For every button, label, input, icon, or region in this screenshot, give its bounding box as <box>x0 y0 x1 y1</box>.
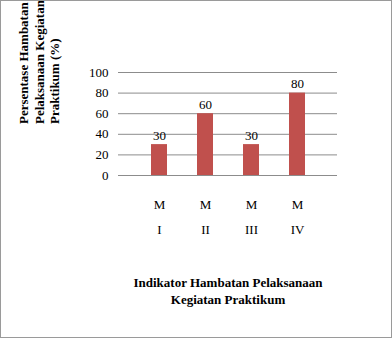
svg-text:MI: MI <box>154 197 166 237</box>
svg-text:40: 40 <box>96 126 109 141</box>
svg-text:30: 30 <box>153 128 166 143</box>
svg-text:MIII: MIII <box>245 197 258 237</box>
svg-text:20: 20 <box>96 147 109 162</box>
svg-text:Indikator Hambatan Pelaksanaan: Indikator Hambatan PelaksanaanKegiatan P… <box>133 275 323 306</box>
svg-text:MII: MII <box>200 197 212 237</box>
svg-text:0: 0 <box>102 168 109 183</box>
svg-text:Persentase HambatanPelaksanaan: Persentase HambatanPelaksanaan KegiatanP… <box>16 0 62 124</box>
svg-text:80: 80 <box>96 85 109 100</box>
svg-text:80: 80 <box>291 76 304 91</box>
svg-text:MIV: MIV <box>291 197 305 237</box>
svg-text:30: 30 <box>245 128 258 143</box>
svg-text:60: 60 <box>199 97 212 112</box>
svg-text:100: 100 <box>89 65 109 80</box>
svg-text:60: 60 <box>96 106 109 121</box>
